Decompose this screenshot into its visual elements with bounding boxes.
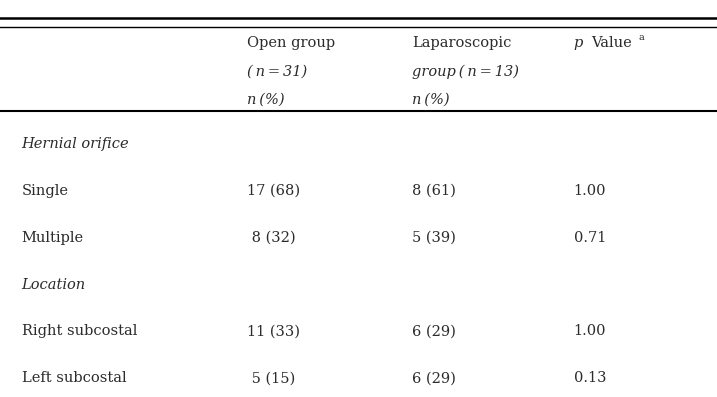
Text: a: a xyxy=(638,33,644,42)
Text: Left subcostal: Left subcostal xyxy=(22,371,126,385)
Text: Location: Location xyxy=(22,278,85,291)
Text: 1.00: 1.00 xyxy=(574,324,606,338)
Text: n (%): n (%) xyxy=(247,93,285,107)
Text: 5 (39): 5 (39) xyxy=(412,231,456,245)
Text: 1.00: 1.00 xyxy=(574,184,606,198)
Text: 5 (15): 5 (15) xyxy=(247,371,295,385)
Text: 6 (29): 6 (29) xyxy=(412,324,456,338)
Text: group ( n = 13): group ( n = 13) xyxy=(412,64,519,79)
Text: Hernial orifice: Hernial orifice xyxy=(22,137,129,151)
Text: Right subcostal: Right subcostal xyxy=(22,324,137,338)
Text: n (%): n (%) xyxy=(412,93,450,107)
Text: Open group: Open group xyxy=(247,36,336,50)
Text: 17 (68): 17 (68) xyxy=(247,184,300,198)
Text: Multiple: Multiple xyxy=(22,231,84,245)
Text: 11 (33): 11 (33) xyxy=(247,324,300,338)
Text: 0.13: 0.13 xyxy=(574,371,606,385)
Text: ( n = 31): ( n = 31) xyxy=(247,64,308,78)
Text: Laparoscopic: Laparoscopic xyxy=(412,36,512,50)
Text: 8 (32): 8 (32) xyxy=(247,231,296,245)
Text: 8 (61): 8 (61) xyxy=(412,184,456,198)
Text: Value: Value xyxy=(592,36,632,50)
Text: 6 (29): 6 (29) xyxy=(412,371,456,385)
Text: 0.71: 0.71 xyxy=(574,231,606,245)
Text: p: p xyxy=(574,36,583,50)
Text: Single: Single xyxy=(22,184,69,198)
